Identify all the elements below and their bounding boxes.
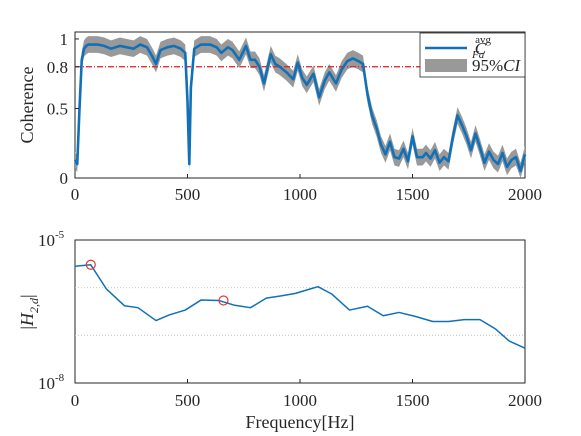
frf-markers <box>85 259 229 306</box>
frf-ylabel-main: H <box>17 312 37 327</box>
frf-ylabel: |H2,d| <box>17 294 41 329</box>
coherence-ytick-label: 1 <box>60 30 69 49</box>
legend-band-swatch <box>425 59 467 72</box>
legend: Cavg Fa 95%CI <box>419 32 526 78</box>
frf-ytick-label: 10-5 <box>38 229 65 250</box>
coherence-xtick-label: 0 <box>71 185 80 204</box>
frf-xtick-label: 1500 <box>396 391 430 410</box>
frf-ytick-label: 10-8 <box>38 372 65 393</box>
frf-marker <box>218 295 229 306</box>
frf-xtick-label: 1000 <box>283 391 317 410</box>
coherence-ytick-label: 0 <box>60 169 69 188</box>
frf-ylabel-prefix: | <box>17 326 37 330</box>
frf-line <box>74 264 526 349</box>
legend-ci-prefix: 95% <box>472 56 503 75</box>
legend-entry-c-avg: Cavg Fa <box>471 34 491 61</box>
legend-entry-ci: 95%CI <box>472 56 522 75</box>
coherence-xtick-label: 500 <box>175 185 201 204</box>
frf-ylabel-sub: 2,d <box>27 297 41 313</box>
coherence-line <box>73 43 527 173</box>
frf-xlabel: Frequency[Hz] <box>246 412 355 432</box>
coherence-xtick-label: 2000 <box>508 185 542 204</box>
coherence-ytick-label: 0.8 <box>47 58 68 77</box>
legend-ci-italic: CI <box>503 56 521 75</box>
coherence-xtick-label: 1000 <box>283 185 317 204</box>
coherence-chart: 0 500 1000 1500 2000 0 0.5 0.8 1 Coherence Cavg F… <box>17 30 542 204</box>
coherence-ytick-label: 0.5 <box>47 99 68 118</box>
legend-c-sub: Fa <box>471 49 485 61</box>
legend-c-sup: avg <box>475 34 491 46</box>
frf-xtick-label: 500 <box>175 391 201 410</box>
legend-c: C <box>475 39 487 58</box>
coherence-axes: 0 500 1000 1500 2000 0 0.5 0.8 1 <box>47 30 542 204</box>
frf-xtick-label: 0 <box>71 391 80 410</box>
frf-ylabel-suffix: | <box>17 294 37 298</box>
coherence-ylabel: Coherence <box>17 67 37 144</box>
coherence-xtick-label: 1500 <box>396 185 430 204</box>
frf-marker <box>85 259 96 270</box>
frf-axes: 0 500 1000 1500 2000 10-5 10-8 <box>38 229 542 410</box>
frf-gridlines <box>75 287 525 336</box>
frf-xtick-label: 2000 <box>508 391 542 410</box>
